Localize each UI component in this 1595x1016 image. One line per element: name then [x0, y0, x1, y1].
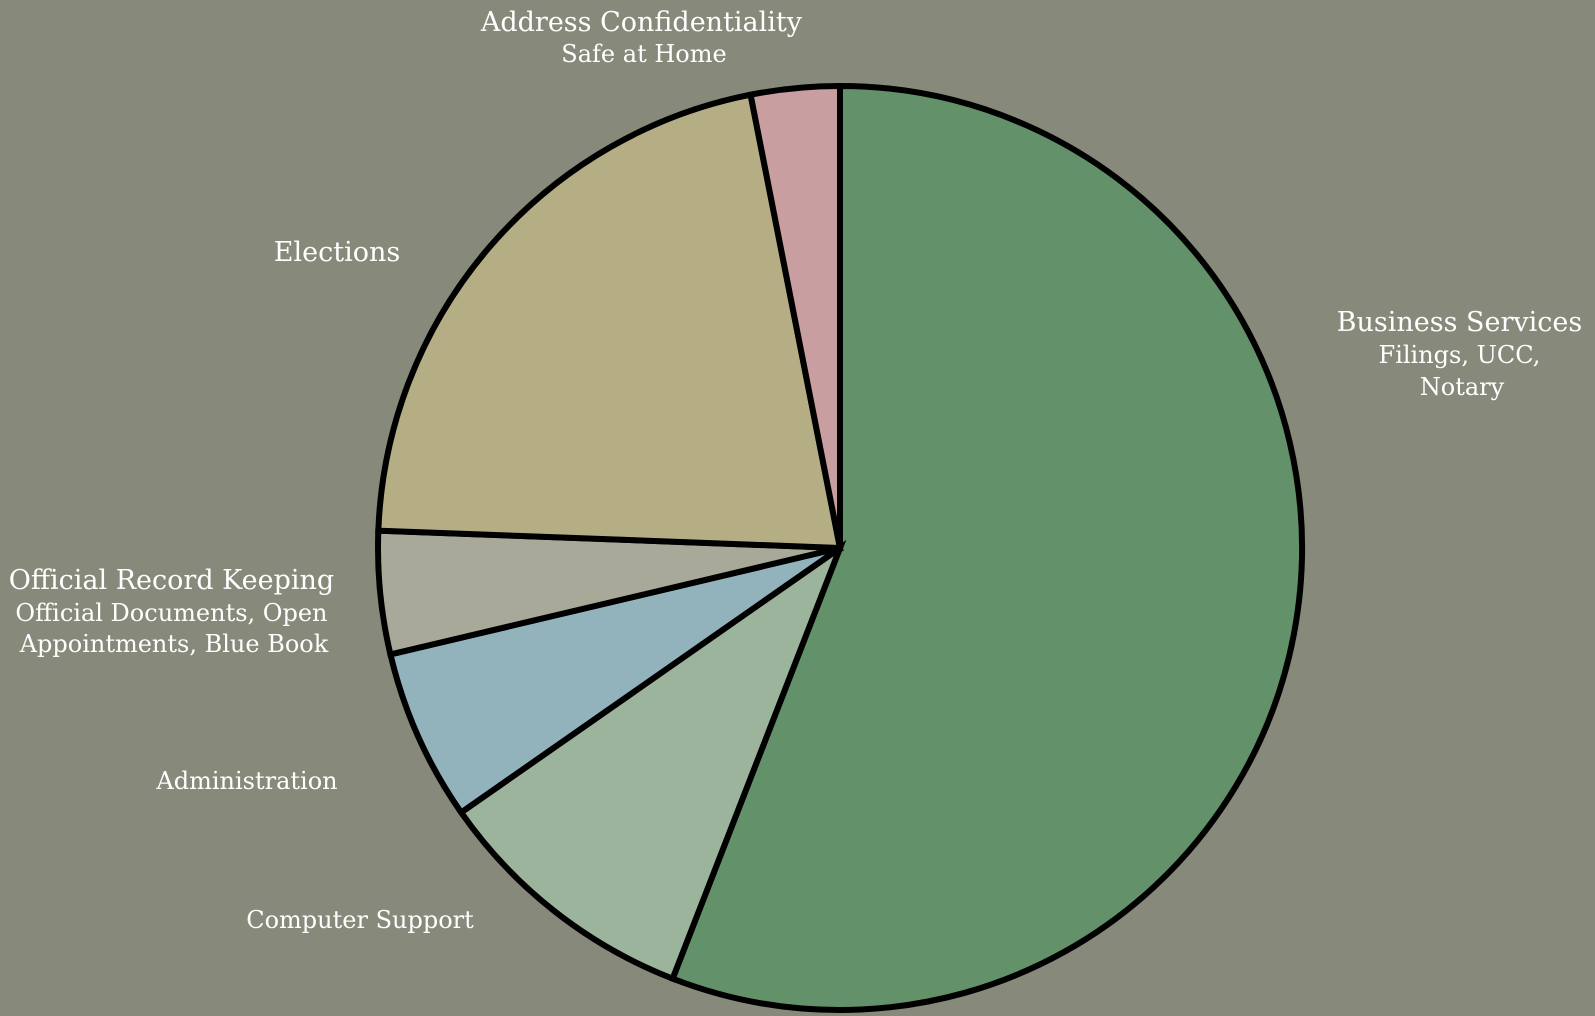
label-elections: Elections	[274, 237, 400, 268]
label-business-services: Business Services Filings, UCC, Notary	[1337, 307, 1588, 401]
label-computer-support: Computer Support	[246, 906, 474, 934]
slice-computer	[457, 539, 847, 983]
slice-business	[668, 82, 1305, 1013]
slice-elections	[375, 91, 844, 552]
label-address-confidentiality: Address Confidentiality Safe at Home	[480, 7, 807, 68]
label-administration: Administration	[155, 767, 337, 795]
pie-slices	[375, 82, 1305, 1013]
label-official-record-keeping: Official Record Keeping Official Documen…	[9, 565, 340, 658]
slice-acp	[747, 82, 843, 549]
slice-admin	[386, 545, 842, 817]
